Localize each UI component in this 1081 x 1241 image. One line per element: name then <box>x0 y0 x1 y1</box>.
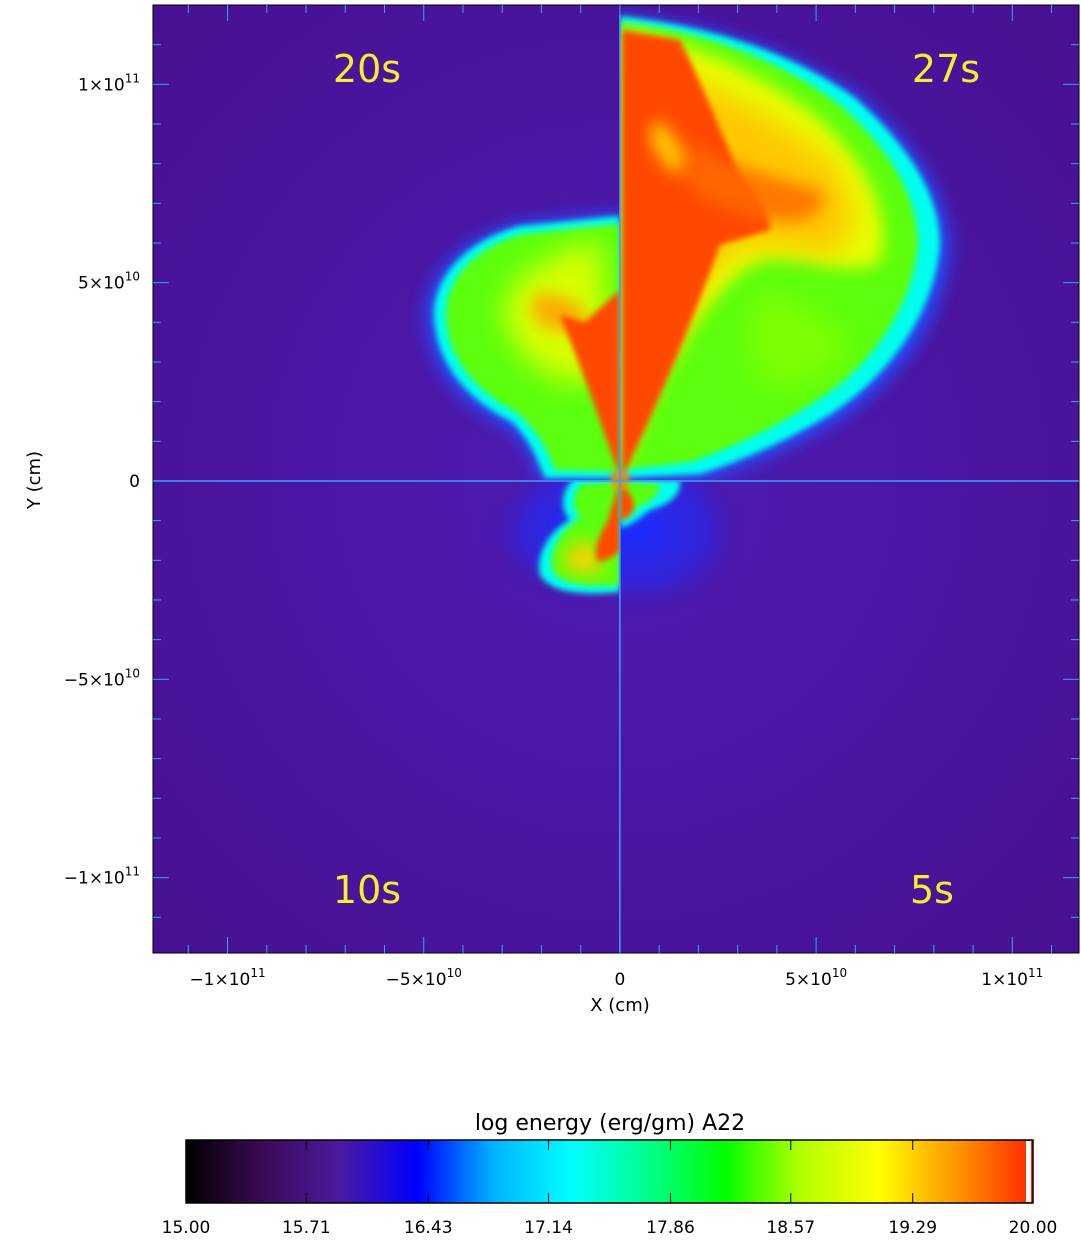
y-axis-title: Y (cm) <box>24 451 45 510</box>
colorbar <box>185 1139 1034 1204</box>
x-tick-label: −5×1010 <box>386 966 462 990</box>
colorbar-tick-label: 17.86 <box>646 1218 695 1238</box>
y-tick-label: −1×1011 <box>64 865 140 889</box>
colorbar-tick-label: 16.43 <box>404 1218 453 1238</box>
colorbar-title: log energy (erg/gm) A22 <box>475 1111 745 1136</box>
colorbar-tick-label: 19.29 <box>888 1218 937 1238</box>
label-bottom-right: 5s <box>910 868 954 912</box>
quadrant-10s-structure <box>480 480 620 610</box>
colorbar-max-marker <box>1026 1141 1031 1202</box>
colorbar-tick-label: 18.57 <box>766 1218 815 1238</box>
quadrant-27s-structure <box>620 14 950 480</box>
x-tick-label: 5×1010 <box>785 966 847 990</box>
axis-ticks <box>153 5 1079 953</box>
heatmap-image <box>153 5 1079 953</box>
x-tick-label: −1×1011 <box>189 966 265 990</box>
x-tick-labels: −1×1011 −5×1010 0 5×1010 1×1011 <box>189 966 1043 990</box>
y-tick-label: 1×1011 <box>78 71 140 95</box>
x-axis-title: X (cm) <box>590 995 650 1016</box>
label-top-left: 20s <box>333 47 401 91</box>
quadrant-20s-structure <box>425 212 620 480</box>
x-tick-label: 1×1011 <box>981 966 1043 990</box>
quadrant-5s-structure <box>620 480 750 620</box>
x-tick-label: 0 <box>615 970 626 990</box>
plot-frame <box>152 4 1080 954</box>
colorbar-tick-label: 17.14 <box>524 1218 573 1238</box>
y-tick-labels: 1×1011 5×1010 0 −5×1010 −1×1011 <box>64 71 140 888</box>
label-top-right: 27s <box>912 47 980 91</box>
label-bottom-left: 10s <box>333 868 401 912</box>
colorbar-ticks: 15.00 15.71 16.43 17.14 17.86 18.57 19.29 20.00 <box>162 1140 1058 1238</box>
colorbar-tick-label: 20.00 <box>1009 1218 1058 1238</box>
y-tick-label: 0 <box>129 472 140 492</box>
colorbar-tick-label: 15.00 <box>162 1218 211 1238</box>
y-tick-label: −5×1010 <box>64 666 140 690</box>
y-tick-label: 5×1010 <box>78 270 140 294</box>
colorbar-tick-label: 15.71 <box>282 1218 331 1238</box>
